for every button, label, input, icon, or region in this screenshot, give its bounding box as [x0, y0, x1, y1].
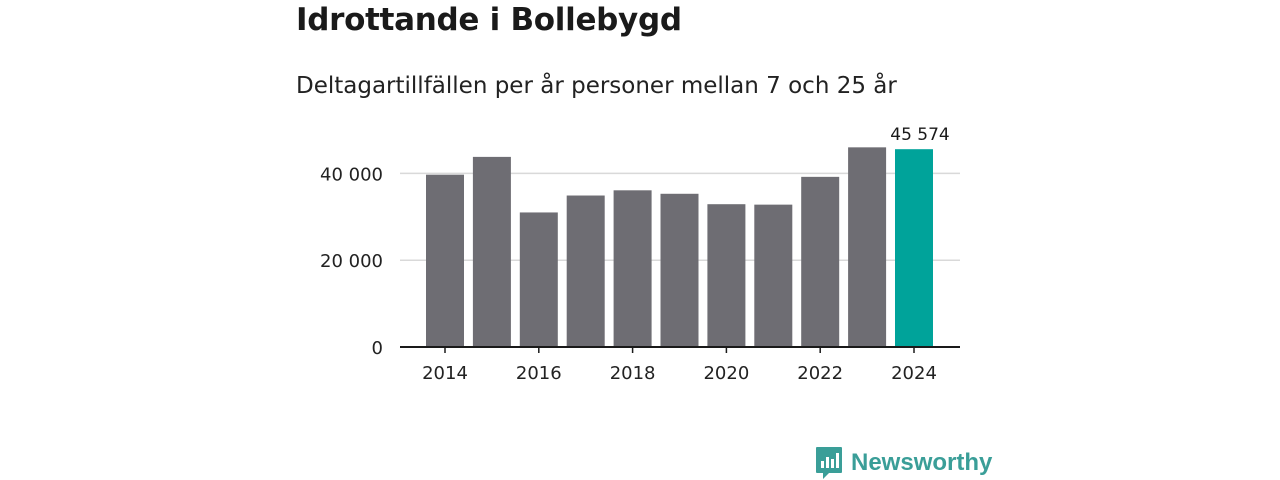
bar-2022 [801, 176, 840, 347]
y-tick-label: 40 000 [320, 164, 383, 185]
chart-title: Idrottande i Bollebygd [296, 2, 682, 38]
bar-2021 [754, 204, 793, 347]
x-tick-label: 2024 [891, 363, 937, 384]
data-label: 45 574 [890, 125, 949, 145]
brand-name: Newsworthy [851, 449, 993, 476]
bar-2019 [660, 193, 699, 347]
bar-2014 [426, 174, 464, 347]
bar-2016 [519, 212, 558, 347]
newsworthy-logo-icon [816, 447, 842, 479]
x-tick-label: 2018 [610, 363, 656, 384]
x-tick-label: 2016 [516, 363, 562, 384]
bar-2023 [848, 147, 887, 347]
bar-2015 [472, 156, 511, 347]
x-tick-label: 2022 [797, 363, 843, 384]
bar-2024 [895, 149, 933, 347]
y-tick-label: 20 000 [320, 251, 383, 272]
bar-2020 [707, 204, 746, 347]
bar-2018 [613, 190, 652, 347]
x-tick-label: 2014 [422, 363, 468, 384]
brand-logo: Newsworthy [815, 446, 992, 480]
bar-2017 [566, 195, 605, 347]
chart-subtitle: Deltagartillfällen per år personer mella… [296, 73, 897, 99]
x-tick-label: 2020 [703, 363, 749, 384]
y-tick-label: 0 [372, 338, 383, 359]
